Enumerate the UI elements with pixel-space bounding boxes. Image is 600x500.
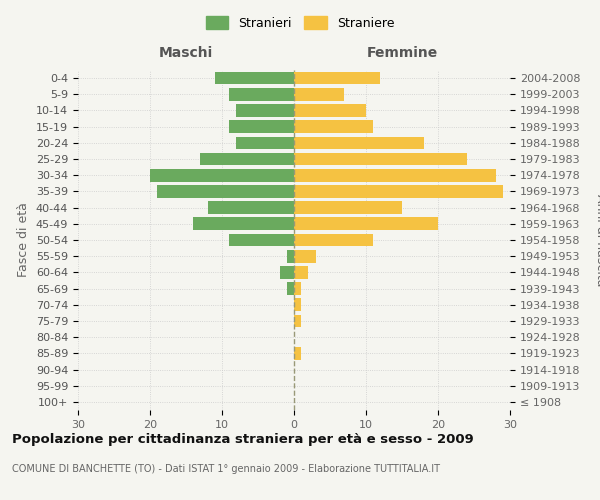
Text: Maschi: Maschi [159, 46, 213, 60]
Y-axis label: Fasce di età: Fasce di età [17, 202, 31, 278]
Legend: Stranieri, Straniere: Stranieri, Straniere [201, 11, 399, 35]
Text: Popolazione per cittadinanza straniera per età e sesso - 2009: Popolazione per cittadinanza straniera p… [12, 432, 474, 446]
Bar [157, 185, 294, 198]
Bar [294, 72, 380, 85]
Bar [294, 266, 308, 278]
Bar [215, 72, 294, 85]
Y-axis label: Anni di nascita: Anni di nascita [595, 194, 600, 286]
Bar [236, 136, 294, 149]
Bar [229, 88, 294, 101]
Bar [294, 152, 467, 166]
Bar [229, 120, 294, 133]
Bar [294, 218, 438, 230]
Bar [294, 347, 301, 360]
Bar [280, 266, 294, 278]
Bar [294, 185, 503, 198]
Bar [294, 136, 424, 149]
Bar [229, 234, 294, 246]
Bar [294, 314, 301, 328]
Bar [294, 88, 344, 101]
Bar [287, 250, 294, 262]
Bar [294, 202, 402, 214]
Bar [294, 104, 366, 117]
Bar [287, 282, 294, 295]
Bar [150, 169, 294, 181]
Bar [294, 282, 301, 295]
Bar [294, 234, 373, 246]
Bar [208, 202, 294, 214]
Bar [200, 152, 294, 166]
Bar [193, 218, 294, 230]
Bar [294, 250, 316, 262]
Text: Femmine: Femmine [367, 46, 437, 60]
Text: COMUNE DI BANCHETTE (TO) - Dati ISTAT 1° gennaio 2009 - Elaborazione TUTTITALIA.: COMUNE DI BANCHETTE (TO) - Dati ISTAT 1°… [12, 464, 440, 474]
Bar [294, 298, 301, 311]
Bar [236, 104, 294, 117]
Bar [294, 120, 373, 133]
Bar [294, 169, 496, 181]
